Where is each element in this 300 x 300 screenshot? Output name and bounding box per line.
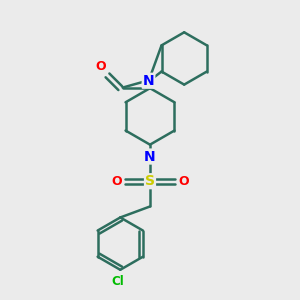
Text: Cl: Cl [111, 274, 124, 288]
Text: O: O [95, 60, 106, 73]
Text: O: O [111, 175, 122, 188]
Text: S: S [145, 174, 155, 188]
Text: N: N [144, 149, 156, 164]
Text: N: N [143, 74, 154, 88]
Text: O: O [178, 175, 189, 188]
